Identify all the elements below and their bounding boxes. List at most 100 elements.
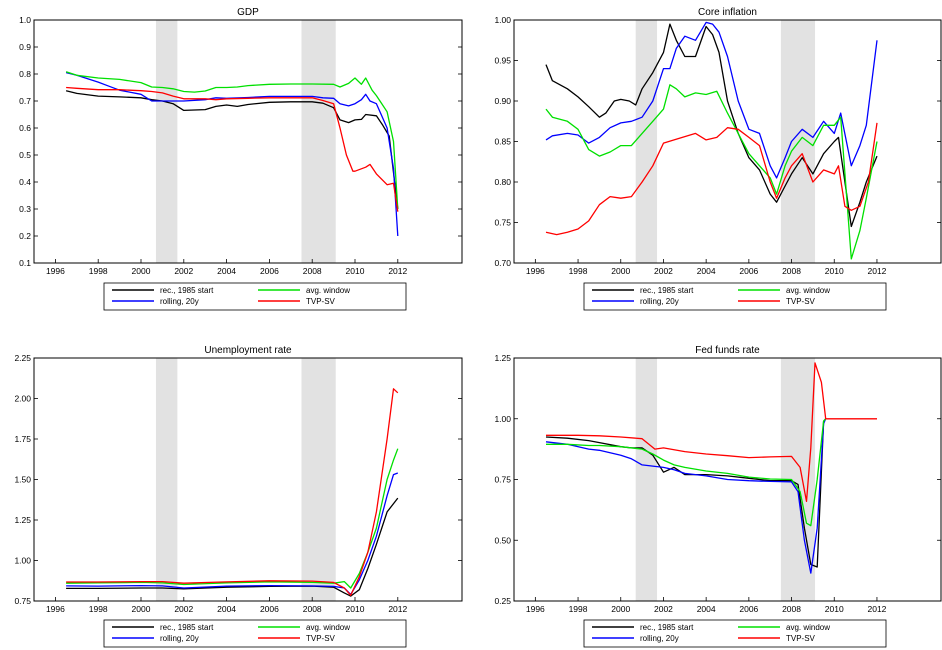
x-tick-label: 2008 xyxy=(303,604,322,614)
x-tick-label: 2008 xyxy=(782,604,801,614)
series-line xyxy=(545,122,878,236)
legend-box xyxy=(103,282,407,311)
legend-label: avg. window xyxy=(306,623,350,632)
x-tick-label: 1998 xyxy=(569,604,588,614)
legend-label: avg. window xyxy=(306,286,350,295)
legend-box xyxy=(103,619,407,648)
y-tick-label: 0.80 xyxy=(494,177,511,187)
chart-title: Unemployment rate xyxy=(204,345,292,356)
series-line xyxy=(66,388,399,596)
x-tick-label: 2010 xyxy=(825,266,844,276)
x-tick-label: 2012 xyxy=(388,604,407,614)
series-line xyxy=(545,21,878,179)
series-line xyxy=(546,362,877,503)
x-tick-label: 2000 xyxy=(132,266,151,276)
series-line xyxy=(66,472,399,596)
legend-label: rolling, 20y xyxy=(640,297,679,306)
plot-frame xyxy=(33,19,463,264)
y-tick-label: 0.50 xyxy=(494,535,511,545)
chart-panel-1: GDP 0.1 0.2 0.3 0.4 0.5 0.6 0.7 0.8 0.9 1.0 1996 199… xyxy=(19,7,463,311)
x-tick-label: 2004 xyxy=(217,604,236,614)
legend-box xyxy=(583,282,887,311)
x-tick-label: 1998 xyxy=(569,266,588,276)
recession-band xyxy=(780,20,816,263)
legend-label: rolling, 20y xyxy=(160,297,199,306)
y-tick-label: 0.95 xyxy=(494,56,511,66)
recession-band xyxy=(635,358,658,601)
x-tick-label: 2006 xyxy=(260,604,279,614)
y-tick-label: 0.75 xyxy=(494,475,511,485)
y-tick-label: 0.7 xyxy=(19,96,31,106)
y-tick-label: 1.00 xyxy=(494,414,511,424)
y-tick-label: 0.70 xyxy=(494,258,511,268)
x-tick-label: 2008 xyxy=(782,266,801,276)
x-tick-label: 2012 xyxy=(867,604,886,614)
x-tick-label: 2006 xyxy=(739,604,758,614)
y-tick-label: 0.6 xyxy=(19,123,31,133)
legend-label: rec., 1985 start xyxy=(160,286,214,295)
x-tick-label: 2004 xyxy=(697,266,716,276)
y-tick-label: 0.90 xyxy=(494,96,511,106)
x-tick-label: 2002 xyxy=(654,266,673,276)
recession-band xyxy=(301,20,336,263)
x-tick-label: 2000 xyxy=(132,604,151,614)
legend-label: rolling, 20y xyxy=(160,634,199,643)
x-tick-label: 2000 xyxy=(611,266,630,276)
x-tick-label: 2006 xyxy=(260,266,279,276)
x-tick-label: 2012 xyxy=(867,266,886,276)
x-tick-label: 1996 xyxy=(526,266,545,276)
legend: rec., 1985 start avg. window rolling, 20y T… xyxy=(103,282,407,311)
y-tick-label: 0.2 xyxy=(19,231,31,241)
legend-label: TVP-SV xyxy=(786,297,816,306)
legend-box xyxy=(583,619,887,648)
y-tick-label: 0.3 xyxy=(19,204,31,214)
plot-frame xyxy=(33,357,463,602)
legend-label: TVP-SV xyxy=(306,297,336,306)
chart-panel-3: Unemployment rate 0.75 1.00 1.25 1.50 1.75 2.0… xyxy=(14,345,463,648)
recession-band xyxy=(155,20,178,263)
x-tick-label: 2002 xyxy=(174,266,193,276)
y-tick-label: 1.50 xyxy=(14,475,31,485)
series-line xyxy=(66,86,399,212)
x-tick-label: 2002 xyxy=(174,604,193,614)
legend: rec., 1985 start avg. window rolling, 20y T… xyxy=(103,619,407,648)
legend-label: rec., 1985 start xyxy=(160,623,214,632)
y-tick-label: 2.00 xyxy=(14,394,31,404)
series-line xyxy=(65,71,399,237)
x-tick-label: 2010 xyxy=(825,604,844,614)
x-tick-label: 2004 xyxy=(217,266,236,276)
recession-band xyxy=(635,20,658,263)
legend-label: rolling, 20y xyxy=(640,634,679,643)
x-tick-label: 2012 xyxy=(388,266,407,276)
series-line xyxy=(66,448,399,589)
y-tick-label: 1.00 xyxy=(494,15,511,25)
y-tick-label: 1.25 xyxy=(494,353,511,363)
y-tick-label: 0.4 xyxy=(19,177,31,187)
y-tick-label: 0.8 xyxy=(19,69,31,79)
series-line xyxy=(65,71,399,210)
y-tick-label: 2.25 xyxy=(14,353,31,363)
series-line xyxy=(545,23,878,228)
x-tick-label: 1998 xyxy=(89,604,108,614)
x-tick-label: 2008 xyxy=(303,266,322,276)
legend: rec., 1985 start avg. window rolling, 20y T… xyxy=(583,282,887,311)
chart-title: GDP xyxy=(237,7,259,18)
x-tick-label: 2010 xyxy=(346,604,365,614)
legend-label: avg. window xyxy=(786,623,830,632)
x-tick-label: 2004 xyxy=(697,604,716,614)
legend: rec., 1985 start avg. window rolling, 20y T… xyxy=(583,619,887,648)
legend-label: TVP-SV xyxy=(786,634,816,643)
x-tick-label: 1996 xyxy=(46,266,65,276)
x-tick-label: 1996 xyxy=(46,604,65,614)
series-line xyxy=(545,84,878,260)
x-tick-label: 2000 xyxy=(611,604,630,614)
legend-label: avg. window xyxy=(786,286,830,295)
y-tick-label: 0.5 xyxy=(19,150,31,160)
recession-band xyxy=(155,358,178,601)
x-tick-label: 2006 xyxy=(739,266,758,276)
y-tick-label: 0.1 xyxy=(19,258,31,268)
y-tick-label: 1.25 xyxy=(14,515,31,525)
chart-title: Fed funds rate xyxy=(695,345,760,356)
chart-panel-2: Core inflation 0.70 0.75 0.80 0.85 0.90 0.95 1.… xyxy=(494,7,942,311)
